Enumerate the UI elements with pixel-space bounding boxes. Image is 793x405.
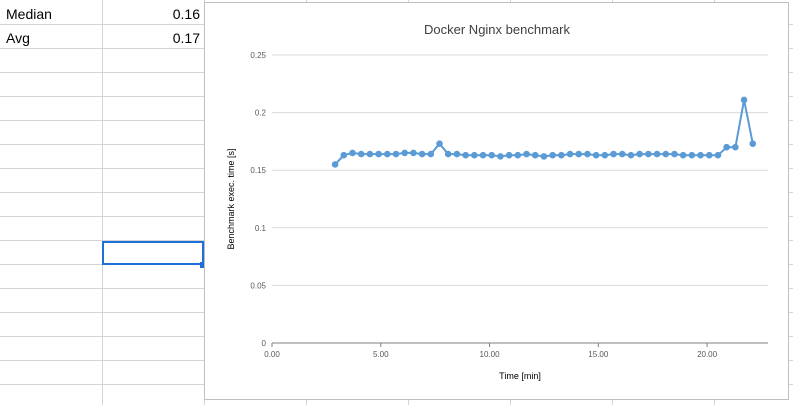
data-point bbox=[592, 151, 600, 159]
data-point bbox=[610, 150, 617, 158]
y-tick-label: 0.05 bbox=[250, 281, 266, 290]
data-point bbox=[375, 150, 382, 158]
data-point bbox=[671, 150, 678, 158]
data-point bbox=[584, 150, 591, 158]
data-point bbox=[497, 153, 504, 160]
x-tick-label: 5.00 bbox=[373, 350, 389, 359]
data-point bbox=[575, 150, 583, 158]
y-tick-label: 0.2 bbox=[255, 109, 267, 118]
data-point bbox=[488, 151, 496, 159]
data-point bbox=[444, 150, 452, 158]
x-axis-title: Time [min] bbox=[499, 371, 541, 381]
data-point bbox=[531, 151, 539, 159]
data-point bbox=[436, 140, 443, 148]
data-point bbox=[627, 151, 635, 159]
selected-cell[interactable] bbox=[102, 241, 204, 265]
chart-title: Docker Nginx benchmark bbox=[424, 22, 570, 37]
cell-avg-value[interactable]: 0.17 bbox=[172, 30, 200, 46]
cell-avg-label[interactable]: Avg bbox=[6, 30, 30, 46]
x-tick-label: 0.00 bbox=[264, 350, 280, 359]
data-point bbox=[705, 151, 713, 159]
chart-object[interactable]: Docker Nginx benchmark 0 0.05 0.1 0.15 0.2 0.2… bbox=[204, 2, 789, 400]
data-point bbox=[505, 151, 513, 159]
line-chart: Docker Nginx benchmark 0 0.05 0.1 0.15 0.2 0.2… bbox=[226, 22, 768, 381]
data-point bbox=[740, 96, 748, 104]
data-point bbox=[540, 153, 548, 160]
data-point bbox=[340, 151, 348, 159]
data-point bbox=[697, 151, 704, 159]
y-tick-label: 0.25 bbox=[250, 51, 266, 60]
data-point bbox=[357, 150, 365, 158]
y-tick-label: 0.15 bbox=[250, 166, 266, 175]
data-point bbox=[471, 151, 478, 159]
data-point bbox=[462, 151, 469, 159]
y-tick-label: 0 bbox=[262, 339, 267, 348]
data-point bbox=[479, 151, 487, 159]
data-point bbox=[523, 150, 530, 158]
data-point bbox=[601, 151, 609, 159]
data-point bbox=[392, 150, 400, 158]
data-point bbox=[645, 150, 652, 158]
data-point bbox=[618, 150, 626, 158]
data-point bbox=[366, 150, 374, 158]
fill-handle[interactable] bbox=[200, 262, 206, 268]
data-point bbox=[349, 149, 356, 157]
data-point bbox=[714, 151, 722, 159]
y-axis-title: Benchmark exec. time [s] bbox=[226, 148, 236, 249]
data-point bbox=[558, 151, 565, 159]
data-point bbox=[732, 143, 739, 151]
x-tick-label: 10.00 bbox=[480, 350, 501, 359]
data-point bbox=[723, 143, 730, 151]
data-point bbox=[410, 149, 417, 157]
data-point bbox=[679, 151, 687, 159]
x-tick-label: 20.00 bbox=[697, 350, 718, 359]
cell-median-label[interactable]: Median bbox=[6, 6, 52, 22]
x-tick-label: 15.00 bbox=[588, 350, 609, 359]
cell-median-value[interactable]: 0.16 bbox=[172, 6, 200, 22]
y-tick-label: 0.1 bbox=[255, 224, 267, 233]
data-point bbox=[514, 151, 522, 159]
data-point bbox=[662, 150, 670, 158]
data-point bbox=[749, 140, 757, 148]
data-point bbox=[331, 161, 339, 168]
data-point bbox=[427, 150, 435, 158]
data-point bbox=[383, 150, 391, 158]
data-point bbox=[636, 150, 643, 158]
data-point bbox=[418, 150, 426, 158]
data-point bbox=[688, 151, 696, 159]
data-point bbox=[549, 151, 556, 159]
data-point bbox=[401, 149, 409, 157]
data-point bbox=[453, 150, 461, 158]
data-point bbox=[653, 150, 661, 158]
data-point bbox=[566, 150, 574, 158]
